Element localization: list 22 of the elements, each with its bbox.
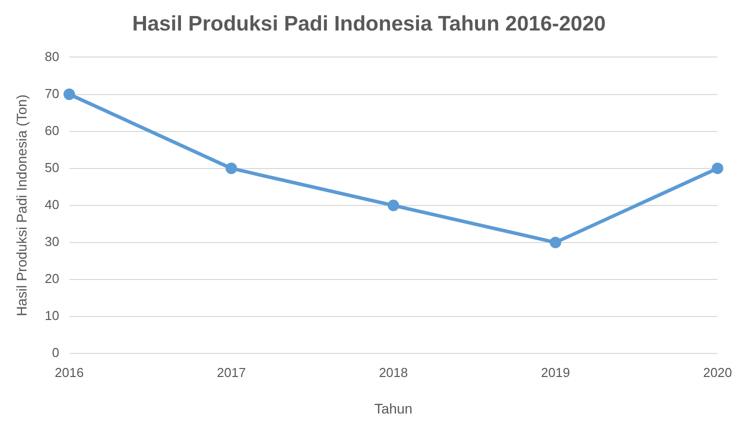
x-tick-label: 2020 [703,364,732,380]
y-axis-title: Hasil Produksi Padi Indonesia (Ton) [13,94,30,316]
point [226,162,238,174]
y-tick-label: 10 [44,308,60,324]
point [550,236,562,248]
point [712,162,724,174]
y-tick-label: 20 [44,271,60,286]
point [388,200,400,212]
x-tick-label: 2018 [378,364,408,380]
point [64,88,76,100]
y-tick-label: 60 [44,122,60,138]
y-tick-label: 0 [52,345,60,360]
chart-title: Hasil Produksi Padi Indonesia Tahun 2016-2020 [132,12,606,36]
y-tick-label: 40 [44,196,60,212]
x-tick-label: 2017 [216,364,246,380]
x-tick-label: 2019 [541,364,570,380]
x-tick-label: 2016 [54,364,84,380]
y-tick-label: 30 [44,234,60,250]
y-tick-label: 50 [44,160,60,175]
x-axis-title: Tahun [374,400,412,416]
y-tick-label: 80 [44,48,60,64]
y-tick-label: 70 [44,86,60,101]
